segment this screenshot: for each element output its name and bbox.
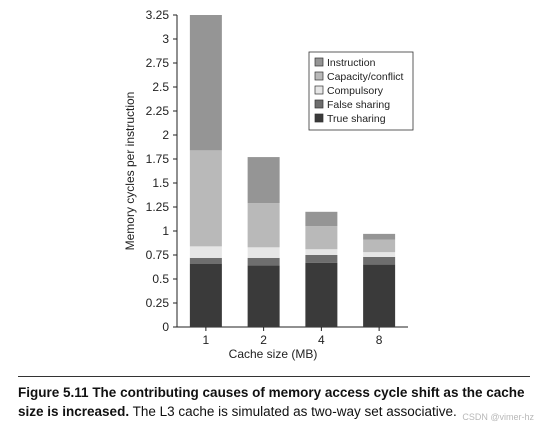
legend-label-capacity-conflict: Capacity/conflict <box>327 71 404 83</box>
y-tick-label: 2.5 <box>152 80 169 94</box>
bar-segment-compulsory-1 <box>189 246 222 258</box>
bar-segment-true-sharing-8 <box>363 264 396 327</box>
chart-axes: 0 0.25 0.5 0.75 1 1.25 1.5 1.75 2 2.25 2.5 2.75 3 3.2… <box>146 8 408 347</box>
x-tick-label: 4 <box>318 333 325 347</box>
legend-label-true-sharing: True sharing <box>327 113 386 125</box>
caption-bold-text: The contributing causes of memory access… <box>18 385 525 419</box>
y-tick-label: 0.5 <box>152 272 169 286</box>
x-axis-label: Cache size (MB) <box>229 347 318 361</box>
y-axis-label: Memory cycles per instruction <box>123 92 137 251</box>
legend-label-compulsory: Compulsory <box>327 85 384 97</box>
y-tick-label: 2.25 <box>146 104 170 118</box>
legend-swatch-false-sharing <box>314 99 324 109</box>
bar-segment-false-sharing-2 <box>247 257 280 266</box>
bar-segment-compulsory-4 <box>305 249 338 255</box>
bar-segment-true-sharing-1 <box>189 263 222 327</box>
bar-segment-true-sharing-2 <box>247 265 280 327</box>
bar-segment-false-sharing-8 <box>363 256 396 265</box>
legend-box <box>308 51 414 131</box>
y-tick-label: 3 <box>162 32 169 46</box>
y-tick-label: 0.75 <box>146 248 170 262</box>
figure-label: Figure 5.11 <box>18 385 89 400</box>
chart-bars <box>189 15 396 327</box>
legend-label-false-sharing: False sharing <box>327 99 390 111</box>
bar-segment-capacity-conflict-8 <box>363 239 396 253</box>
legend-swatch-instruction <box>314 57 324 67</box>
caption-divider <box>18 376 530 377</box>
bar-segment-false-sharing-4 <box>305 255 338 263</box>
y-tick-label: 3.25 <box>146 8 170 22</box>
x-tick-label: 8 <box>376 333 383 347</box>
bar-segment-capacity-conflict-4 <box>305 226 338 250</box>
y-tick-label: 1.75 <box>146 152 170 166</box>
y-tick-label: 1.25 <box>146 200 170 214</box>
legend-swatch-capacity-conflict <box>314 71 324 81</box>
bar-segment-instruction-1 <box>189 15 222 151</box>
y-tick-label: 2 <box>162 128 169 142</box>
bar-segment-capacity-conflict-1 <box>189 150 222 247</box>
bar-segment-true-sharing-4 <box>305 262 338 327</box>
y-tick-label: 0 <box>162 320 169 334</box>
legend-swatch-compulsory <box>314 85 324 95</box>
bar-segment-compulsory-8 <box>363 252 396 257</box>
chart-legend: Instruction Capacity/conflict Compulsory Fa… <box>308 51 414 131</box>
y-tick-label: 1 <box>162 224 169 238</box>
stacked-bar-chart: 0 0.25 0.5 0.75 1 1.25 1.5 1.75 2 2.25 2.5 2.75 3 3.2… <box>123 8 414 361</box>
y-tick-label: 1.5 <box>152 176 169 190</box>
y-tick-label: 0.25 <box>146 296 170 310</box>
bar-segment-capacity-conflict-2 <box>247 203 280 248</box>
bar-segment-compulsory-2 <box>247 247 280 258</box>
caption-normal-text: The L3 cache is simulated as two-way set… <box>132 404 457 419</box>
bar-segment-false-sharing-1 <box>189 257 222 264</box>
x-tick-label: 1 <box>203 333 210 347</box>
x-tick-label: 2 <box>260 333 267 347</box>
legend-swatch-true-sharing <box>314 113 324 123</box>
figure-caption: Figure 5.11 The contributing causes of m… <box>18 383 538 421</box>
watermark: CSDN @vimer-hz <box>462 412 534 422</box>
bar-segment-instruction-2 <box>247 157 280 204</box>
legend-label-instruction: Instruction <box>327 57 376 69</box>
y-tick-label: 2.75 <box>146 56 170 70</box>
bar-segment-instruction-4 <box>305 211 338 227</box>
bar-segment-instruction-8 <box>363 233 396 240</box>
